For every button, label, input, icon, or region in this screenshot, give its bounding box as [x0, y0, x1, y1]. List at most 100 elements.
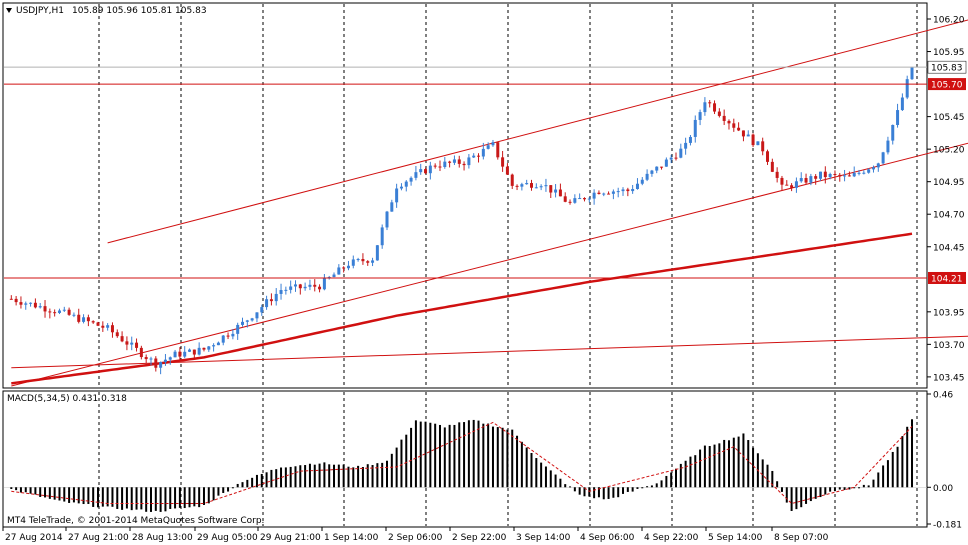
level-price-label: 105.70 — [931, 81, 963, 91]
time-tick-label: 29 Aug 21:00 — [260, 533, 321, 543]
price-tick-label: 103.95 — [933, 308, 965, 318]
macd-bar — [713, 444, 716, 488]
macd-bar — [732, 437, 735, 488]
candle-body — [852, 172, 856, 177]
candle-body — [322, 278, 326, 290]
macd-bar — [304, 465, 307, 488]
candle-body — [587, 198, 591, 200]
candle-body — [809, 176, 813, 183]
candle-body — [448, 161, 452, 163]
macd-bar — [34, 487, 37, 495]
candle-body — [770, 161, 774, 172]
macd-bar — [530, 453, 533, 488]
candle-body — [664, 159, 668, 167]
macd-bar — [588, 487, 591, 497]
macd-bar — [212, 487, 215, 501]
macd-axis: 0.46 0.00 -0.181 — [927, 391, 962, 531]
collapse-triangle-icon[interactable] — [6, 8, 12, 13]
macd-bar — [381, 462, 384, 488]
candle-body — [385, 211, 389, 228]
macd-bar — [352, 467, 355, 488]
macd-bar — [694, 455, 697, 488]
macd-bar — [251, 477, 254, 488]
candle-body — [265, 299, 269, 308]
macd-bar — [477, 420, 480, 488]
candle-body — [163, 359, 167, 363]
candle-body — [428, 165, 432, 174]
candle-body — [260, 307, 264, 313]
price-tick-label: 105.95 — [933, 48, 965, 58]
time-tick-label: 1 Sep 14:00 — [324, 533, 379, 543]
candle-body — [236, 324, 240, 334]
macd-bar — [255, 474, 258, 488]
macd-bar — [284, 467, 287, 488]
candle-body — [207, 346, 211, 350]
macd-bar — [511, 429, 514, 488]
macd-bar — [260, 473, 263, 488]
macd-bar — [63, 487, 66, 502]
macd-bar — [838, 487, 841, 490]
candle-body — [886, 140, 890, 153]
macd-bar — [361, 467, 364, 488]
price-pane[interactable] — [2, 2, 968, 389]
macd-bar — [125, 487, 128, 509]
candle-body — [549, 185, 553, 193]
candle-body — [597, 192, 601, 195]
macd-bar — [48, 487, 51, 499]
candle-body — [611, 191, 615, 194]
candle-body — [578, 198, 582, 200]
macd-bar — [236, 483, 239, 488]
candle-body — [308, 284, 312, 287]
candle-body — [645, 173, 649, 180]
candle-body — [496, 142, 500, 158]
candle-body — [115, 332, 119, 337]
macd-bar — [434, 423, 437, 488]
macd-bar — [906, 426, 909, 488]
price-tick-label: 103.70 — [933, 341, 965, 351]
candle-body — [818, 171, 822, 179]
time-tick-label: 27 Aug 21:00 — [68, 533, 129, 543]
level-price-tag — [928, 78, 966, 91]
candle-body — [679, 148, 683, 158]
candle-body — [173, 351, 177, 358]
macd-bar — [174, 487, 177, 509]
candle-body — [245, 320, 249, 322]
candle-body — [582, 198, 586, 200]
macd-pane[interactable] — [2, 390, 928, 528]
macd-bar — [482, 423, 485, 488]
macd-bar — [318, 463, 321, 488]
candle-body — [197, 347, 201, 355]
candle-body — [698, 112, 702, 120]
candle-body — [139, 347, 143, 358]
candle-body — [342, 267, 346, 269]
macd-bar — [583, 487, 586, 497]
macd-bar — [443, 427, 446, 488]
candle-body — [284, 289, 288, 291]
candle-body — [823, 171, 827, 178]
candle-body — [313, 284, 317, 287]
candle-body — [674, 157, 678, 159]
macd-bar — [867, 485, 870, 488]
candle-body — [293, 284, 297, 287]
macd-bar — [569, 486, 572, 488]
macd-bar — [622, 487, 625, 494]
candle-body — [785, 184, 789, 186]
macd-bar — [862, 484, 865, 488]
macd-tick-label: -0.181 — [933, 521, 962, 531]
candle-body — [346, 265, 350, 269]
macd-bar — [776, 481, 779, 488]
macd-bar — [520, 441, 523, 488]
macd-bar — [506, 429, 509, 488]
macd-bar — [390, 453, 393, 488]
candle-body — [279, 290, 283, 294]
macd-bar — [313, 464, 316, 488]
macd-bar — [559, 478, 562, 488]
macd-bar — [535, 458, 538, 488]
macd-bar — [891, 451, 894, 488]
candle-body — [48, 311, 52, 313]
macd-bar — [501, 427, 504, 488]
candle-body — [168, 357, 172, 360]
candle-body — [274, 293, 278, 302]
macd-bar — [872, 479, 875, 488]
